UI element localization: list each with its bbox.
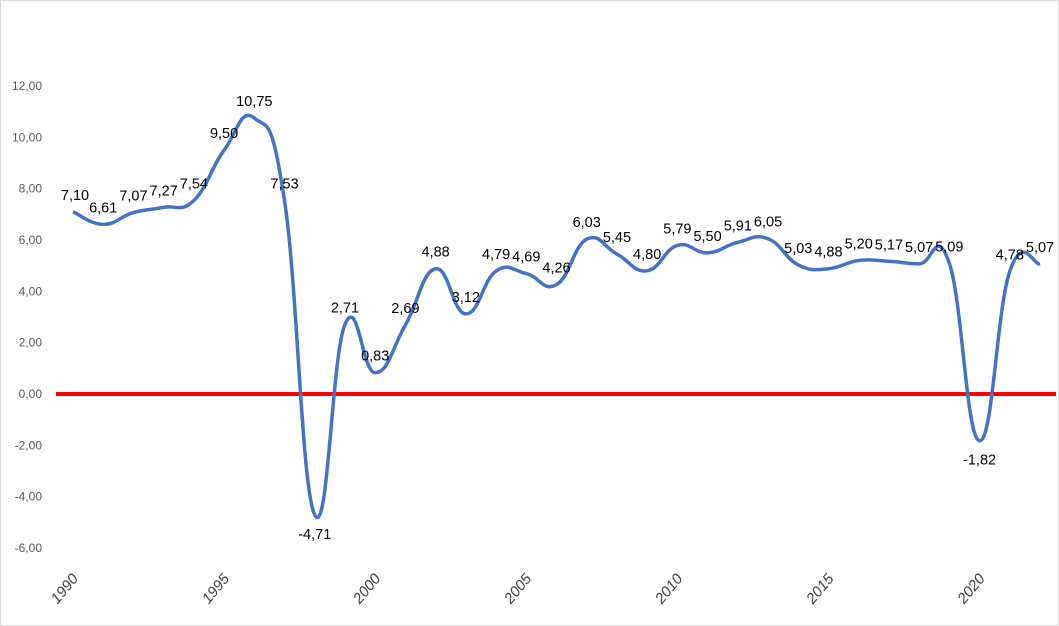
data-label: 4,80 [633, 247, 661, 263]
data-label: 4,88 [422, 245, 450, 261]
x-tick-label: 2000 [349, 570, 385, 608]
y-tick-label: -2,00 [15, 438, 43, 452]
data-label: 7,10 [61, 188, 89, 204]
data-label: 4,78 [996, 247, 1024, 263]
series-line [72, 113, 1041, 520]
data-label: 7,54 [180, 176, 208, 192]
data-label: 0,83 [361, 349, 389, 365]
data-label: 7,53 [270, 177, 298, 193]
data-labels: 7,106,617,07 7,27 7,54 9,50 10,75 7,53 -4,71 2,… [61, 94, 1054, 543]
data-label: 9,50 [210, 126, 238, 142]
data-label: 4,79 [482, 247, 510, 263]
x-tick-label: 2005 [500, 570, 536, 608]
data-label: 2,71 [331, 300, 359, 316]
data-label: 5,20 [845, 237, 873, 253]
y-tick-label: -4,00 [15, 490, 43, 504]
x-tick-label: 2020 [954, 570, 990, 608]
data-label: 7,07 [119, 189, 147, 205]
x-tick-label: 1990 [48, 570, 83, 607]
y-tick-label: 4,00 [19, 284, 43, 298]
data-label: 5,09 [935, 239, 963, 255]
data-label: 4,69 [512, 250, 540, 266]
data-label: 4,26 [542, 261, 570, 277]
data-label: 5,17 [875, 237, 903, 253]
y-tick-label: 10,00 [12, 130, 42, 144]
y-tick-label: 8,00 [19, 182, 43, 196]
data-label: 10,75 [236, 94, 272, 110]
y-tick-label: 2,00 [19, 336, 43, 350]
data-label: 6,61 [89, 200, 117, 216]
x-tick-label: 2015 [802, 570, 838, 608]
data-label: 3,12 [452, 290, 480, 306]
data-label: 5,91 [724, 218, 752, 234]
x-axis-ticks: 1990 1995 2000 2005 2010 2015 2020 [48, 570, 989, 608]
data-label: -1,82 [963, 453, 996, 469]
data-label: -4,71 [298, 527, 331, 543]
x-tick-label: 1995 [199, 570, 234, 607]
y-tick-label: 12,00 [12, 79, 42, 93]
data-label: 5,07 [1026, 240, 1054, 256]
data-label: 6,03 [573, 215, 601, 231]
data-label: 4,88 [814, 245, 842, 261]
data-label: 2,69 [391, 301, 419, 317]
data-label: 5,03 [784, 241, 812, 257]
data-label: 5,79 [663, 221, 691, 237]
data-label: 6,05 [754, 215, 782, 231]
x-tick-label: 2010 [651, 570, 687, 608]
data-label: 5,50 [693, 229, 721, 245]
y-tick-label: -6,00 [15, 541, 43, 555]
data-label: 5,45 [603, 230, 631, 246]
data-label: 5,07 [905, 240, 933, 256]
y-tick-label: 6,00 [19, 233, 43, 247]
y-axis-ticks: 12,00 10,00 8,00 6,00 4,00 2,00 0,00 -2,00 -4,00… [12, 79, 42, 555]
data-label: 7,27 [150, 183, 178, 199]
y-tick-label: 0,00 [19, 387, 43, 401]
